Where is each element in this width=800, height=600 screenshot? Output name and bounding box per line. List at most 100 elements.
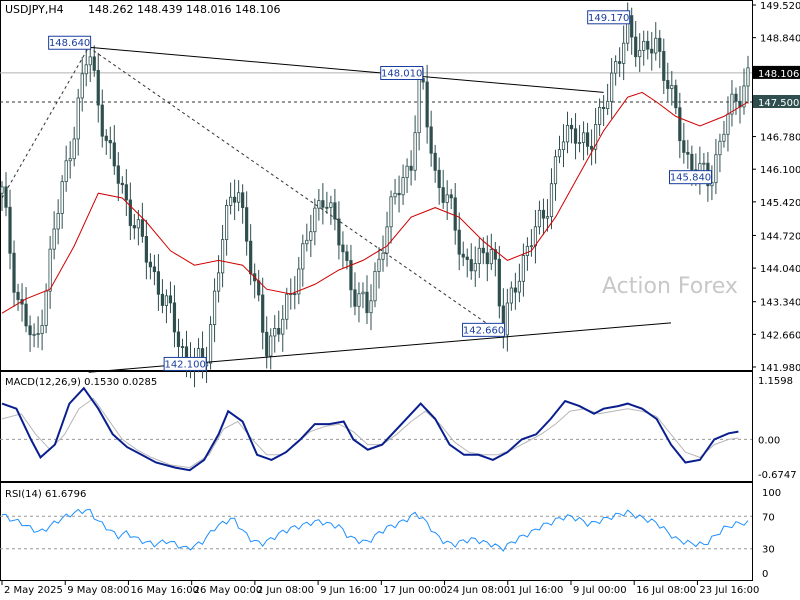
candle-body xyxy=(144,235,148,263)
candle-body xyxy=(309,231,313,241)
candle-body xyxy=(545,216,550,219)
candle xyxy=(433,144,437,183)
candle xyxy=(116,152,120,202)
price-axis-label: 143.340 xyxy=(760,298,800,309)
candle xyxy=(156,254,161,311)
candle xyxy=(72,126,76,167)
candle-body xyxy=(481,247,485,254)
candle xyxy=(261,277,265,350)
candle-body xyxy=(373,270,377,302)
candle-body xyxy=(746,67,750,87)
candle-body xyxy=(277,328,281,335)
candle xyxy=(381,235,385,272)
candle xyxy=(469,243,473,280)
candle xyxy=(140,202,144,243)
candle-body xyxy=(28,325,32,336)
axis-price-badge-label: 147.500 xyxy=(758,98,799,109)
candle xyxy=(457,212,461,271)
candle-body xyxy=(569,124,574,130)
candle-body xyxy=(469,259,473,272)
candle xyxy=(593,107,598,164)
candle xyxy=(602,95,606,127)
rsi-axis-label: 0 xyxy=(762,569,768,580)
price-axis-label: 144.720 xyxy=(760,231,800,242)
candle xyxy=(714,138,718,195)
price-axis-label: 144.040 xyxy=(760,264,800,275)
candle xyxy=(28,315,32,352)
candle xyxy=(349,244,353,308)
candle xyxy=(229,182,233,215)
candle-body xyxy=(650,48,654,54)
candle xyxy=(537,200,542,235)
candle-body xyxy=(413,132,417,171)
candle xyxy=(517,263,521,303)
candle xyxy=(164,289,169,324)
candle-body xyxy=(48,248,52,292)
candle xyxy=(357,282,361,323)
candle-body xyxy=(245,207,249,242)
candle xyxy=(128,182,132,240)
candle-body xyxy=(646,40,650,50)
candle-body xyxy=(678,107,682,142)
candle-body xyxy=(64,160,68,183)
candle xyxy=(309,214,313,257)
candle xyxy=(541,198,546,235)
candle-body xyxy=(357,293,361,307)
axis-price-badge-label: 148.106 xyxy=(758,69,799,80)
candle xyxy=(662,38,666,94)
candle-body xyxy=(654,37,658,54)
time-axis-label: 16 May 16:00 xyxy=(130,585,199,596)
candle-body xyxy=(229,196,233,206)
candle-body xyxy=(285,293,289,320)
time-axis-label: 2 May 2025 xyxy=(4,585,63,596)
price-layer: 148.640 148.010 149.170 145.840 142.660 142.1… xyxy=(0,2,752,388)
candle xyxy=(325,191,329,214)
candle-body xyxy=(581,132,586,143)
candle xyxy=(313,198,317,246)
candle-body xyxy=(690,153,694,171)
candle xyxy=(485,235,489,282)
candle xyxy=(557,135,562,164)
candle-body xyxy=(36,333,40,335)
candle-body xyxy=(333,202,337,220)
candle xyxy=(265,316,269,369)
candle xyxy=(40,309,44,351)
candle xyxy=(148,253,152,280)
candle xyxy=(493,241,497,277)
candle xyxy=(529,229,534,257)
candle-body xyxy=(425,81,429,128)
candle xyxy=(241,184,245,224)
candle xyxy=(36,316,40,348)
candle-body xyxy=(52,228,56,250)
candle-body xyxy=(136,219,140,229)
candle xyxy=(100,89,104,148)
candle xyxy=(513,272,517,310)
candle-body xyxy=(606,101,610,109)
time-axis-label: 17 Jun 00:00 xyxy=(383,585,447,596)
candle xyxy=(96,52,100,123)
candle-body xyxy=(40,325,44,334)
candle-body xyxy=(341,244,345,253)
candle-body xyxy=(622,42,626,64)
candle-body xyxy=(140,219,144,237)
price-label: 148.010 xyxy=(381,68,422,79)
candle xyxy=(237,180,241,212)
candle xyxy=(746,55,750,104)
candle xyxy=(577,125,582,153)
candle xyxy=(108,126,112,159)
candle-body xyxy=(273,328,277,337)
time-axis-label: 23 Jul 16:00 xyxy=(699,585,759,596)
candle-body xyxy=(148,261,152,268)
candle-body xyxy=(12,252,16,293)
candle xyxy=(353,272,357,316)
candle-body xyxy=(497,258,501,307)
candle-body xyxy=(393,192,397,198)
candle xyxy=(630,7,634,55)
candle-body xyxy=(682,140,686,153)
candle-body xyxy=(208,324,213,364)
candle xyxy=(361,282,365,309)
candle-body xyxy=(662,51,666,81)
candle xyxy=(208,316,213,370)
candle xyxy=(345,244,349,270)
